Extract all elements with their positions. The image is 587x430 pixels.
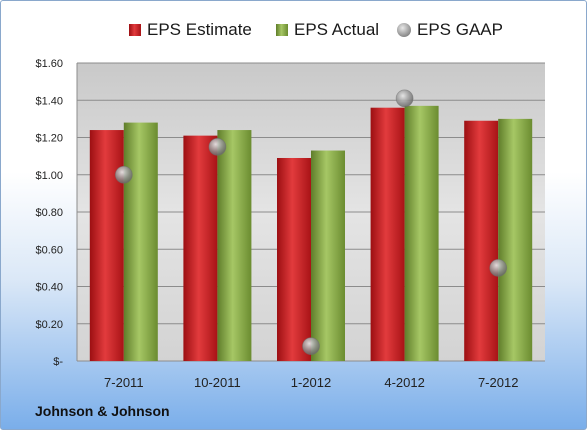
bar-eps-actual xyxy=(498,118,533,361)
legend-item-eps-estimate: EPS Estimate xyxy=(129,17,252,43)
bar-eps-estimate xyxy=(464,120,499,361)
company-label: Johnson & Johnson xyxy=(35,403,170,419)
y-tick-label: $1.60 xyxy=(35,58,63,70)
legend-item-eps-gaap: EPS GAAP xyxy=(397,17,503,43)
gaap-marker xyxy=(208,137,227,156)
y-tick-label: $0.60 xyxy=(35,244,63,256)
y-axis-tick-labels: $- $0.20 $0.40 $0.60 $0.80 $1.00 $1.20 $1.40 $1.… xyxy=(35,58,63,368)
gaap-markers xyxy=(114,89,508,356)
bar-eps-actual xyxy=(123,122,158,361)
red-bar-swatch-icon xyxy=(129,24,141,36)
bar-eps-actual xyxy=(217,130,252,361)
y-tick-label: $1.00 xyxy=(35,170,63,182)
x-tick-label: 4-2012 xyxy=(384,375,424,390)
y-tick-label: $- xyxy=(53,356,63,368)
x-tick-label: 7-2011 xyxy=(104,375,144,390)
bar-eps-actual xyxy=(404,105,439,362)
gaap-marker xyxy=(489,258,508,277)
x-tick-label: 1-2012 xyxy=(291,375,331,390)
legend-label: EPS Estimate xyxy=(147,20,252,39)
bar-eps-estimate xyxy=(89,130,124,361)
x-axis-tick-labels: 7-2011 10-2011 1-2012 4-2012 7-2012 xyxy=(104,375,518,390)
bars xyxy=(89,105,533,362)
bar-eps-actual xyxy=(311,150,345,361)
legend: EPS Estimate EPS Actual EPS GAAP xyxy=(1,17,586,43)
gray-sphere-marker-icon xyxy=(397,23,411,37)
gaap-marker xyxy=(302,337,320,356)
x-tick-label: 7-2012 xyxy=(478,375,518,390)
y-tick-label: $1.40 xyxy=(35,95,63,107)
gaap-marker xyxy=(114,165,133,184)
bar-eps-estimate xyxy=(370,107,405,361)
legend-label: EPS Actual xyxy=(294,20,380,39)
y-tick-label: $1.20 xyxy=(35,133,63,145)
legend-item-eps-actual: EPS Actual xyxy=(276,17,379,43)
green-bar-swatch-icon xyxy=(276,24,288,36)
y-tick-label: $0.80 xyxy=(35,207,63,219)
legend-label: EPS GAAP xyxy=(417,20,503,39)
y-tick-label: $0.40 xyxy=(35,282,63,294)
bar-eps-estimate xyxy=(277,157,311,361)
y-tick-label: $0.20 xyxy=(35,319,63,331)
bar-eps-estimate xyxy=(183,135,218,361)
gaap-marker xyxy=(395,89,414,108)
x-tick-label: 10-2011 xyxy=(194,375,241,390)
